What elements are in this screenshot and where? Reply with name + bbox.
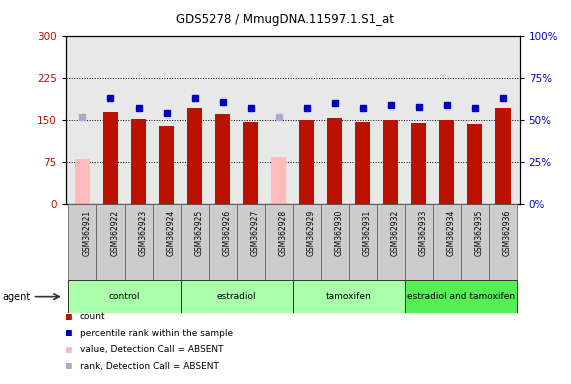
Text: GSM362934: GSM362934	[447, 210, 456, 256]
Bar	[349, 204, 377, 280]
Bar	[489, 204, 517, 280]
Text: GSM362932: GSM362932	[391, 210, 400, 256]
Bar	[124, 204, 152, 280]
Bar	[69, 280, 180, 313]
Text: GSM362929: GSM362929	[307, 210, 316, 256]
Bar	[208, 204, 236, 280]
Text: ■: ■	[66, 361, 71, 371]
Bar	[103, 112, 118, 204]
Bar	[439, 120, 455, 204]
Text: GSM362930: GSM362930	[335, 210, 344, 256]
Text: percentile rank within the sample: percentile rank within the sample	[80, 329, 233, 338]
Bar	[495, 108, 510, 204]
Bar	[236, 204, 264, 280]
Text: GSM362927: GSM362927	[251, 210, 260, 256]
Bar	[467, 124, 482, 204]
Text: estradiol: estradiol	[217, 292, 256, 301]
Bar	[377, 204, 405, 280]
Bar	[180, 204, 208, 280]
Text: ■: ■	[66, 328, 71, 338]
Bar	[271, 157, 286, 204]
Text: control: control	[108, 292, 140, 301]
Text: GSM362936: GSM362936	[503, 210, 512, 256]
Bar	[355, 122, 371, 204]
Bar	[293, 204, 321, 280]
Bar	[411, 123, 427, 204]
Bar	[152, 204, 180, 280]
Text: GSM362928: GSM362928	[279, 210, 288, 256]
Bar	[131, 119, 146, 204]
Text: count: count	[80, 312, 106, 321]
Bar	[405, 280, 517, 313]
Text: GSM362935: GSM362935	[475, 210, 484, 256]
Text: ■: ■	[66, 312, 71, 322]
Bar	[461, 204, 489, 280]
Bar	[405, 204, 433, 280]
Text: GSM362931: GSM362931	[363, 210, 372, 256]
Bar	[69, 204, 96, 280]
Bar	[75, 159, 90, 204]
Text: GSM362923: GSM362923	[139, 210, 147, 256]
Bar	[96, 204, 124, 280]
Bar	[327, 118, 343, 204]
Bar	[383, 120, 399, 204]
Text: GSM362925: GSM362925	[195, 210, 204, 256]
Text: GSM362933: GSM362933	[419, 210, 428, 256]
Text: agent: agent	[3, 291, 31, 302]
Text: tamoxifen: tamoxifen	[326, 292, 372, 301]
Text: GSM362921: GSM362921	[82, 210, 91, 256]
Bar	[159, 126, 174, 204]
Text: GSM362922: GSM362922	[111, 210, 119, 256]
Bar	[180, 280, 293, 313]
Bar	[264, 204, 293, 280]
Bar	[321, 204, 349, 280]
Bar	[187, 108, 202, 204]
Text: GDS5278 / MmugDNA.11597.1.S1_at: GDS5278 / MmugDNA.11597.1.S1_at	[176, 13, 395, 26]
Bar	[433, 204, 461, 280]
Text: value, Detection Call = ABSENT: value, Detection Call = ABSENT	[80, 345, 223, 354]
Bar	[299, 120, 315, 204]
Bar	[293, 280, 405, 313]
Text: estradiol and tamoxifen: estradiol and tamoxifen	[407, 292, 515, 301]
Text: GSM362926: GSM362926	[223, 210, 232, 256]
Bar	[215, 114, 230, 204]
Bar	[243, 122, 258, 204]
Text: ■: ■	[66, 345, 71, 355]
Text: rank, Detection Call = ABSENT: rank, Detection Call = ABSENT	[80, 362, 219, 371]
Text: GSM362924: GSM362924	[167, 210, 175, 256]
